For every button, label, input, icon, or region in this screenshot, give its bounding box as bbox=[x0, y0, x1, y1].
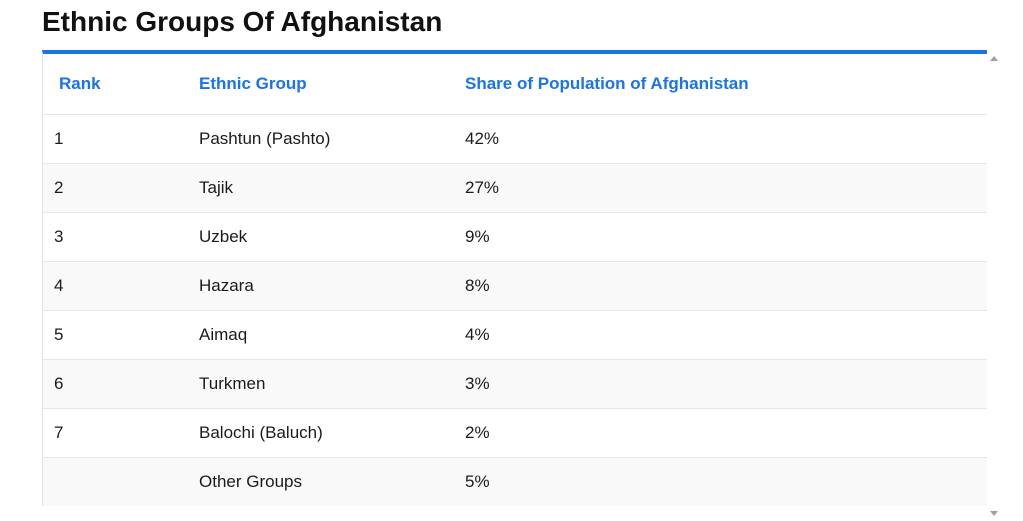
scroll-down-arrow-icon[interactable] bbox=[990, 511, 998, 516]
cell-ethnic-group: Tajik bbox=[199, 163, 465, 213]
ethnic-groups-table-container[interactable]: Rank Ethnic Group Share of Population of… bbox=[42, 50, 987, 506]
cell-rank: 5 bbox=[43, 310, 199, 360]
cell-rank: 3 bbox=[43, 212, 199, 262]
cell-rank bbox=[43, 457, 199, 506]
table-row: 4 Hazara 8% bbox=[43, 261, 987, 311]
table-row: 7 Balochi (Baluch) 2% bbox=[43, 408, 987, 458]
table-row: 2 Tajik 27% bbox=[43, 163, 987, 213]
cell-share: 9% bbox=[465, 212, 987, 262]
scroll-up-arrow-icon[interactable] bbox=[990, 56, 998, 61]
cell-rank: 2 bbox=[43, 163, 199, 213]
cell-share: 4% bbox=[465, 310, 987, 360]
header-rank: Rank bbox=[43, 54, 199, 115]
header-ethnic-group: Ethnic Group bbox=[199, 54, 465, 115]
cell-ethnic-group: Uzbek bbox=[199, 212, 465, 262]
cell-rank: 1 bbox=[43, 114, 199, 164]
ethnic-groups-table: Rank Ethnic Group Share of Population of… bbox=[43, 54, 987, 506]
cell-share: 2% bbox=[465, 408, 987, 458]
cell-share: 3% bbox=[465, 359, 987, 409]
cell-share: 27% bbox=[465, 163, 987, 213]
cell-ethnic-group: Balochi (Baluch) bbox=[199, 408, 465, 458]
header-share: Share of Population of Afghanistan bbox=[465, 54, 987, 115]
cell-rank: 7 bbox=[43, 408, 199, 458]
cell-ethnic-group: Other Groups bbox=[199, 457, 465, 506]
cell-ethnic-group: Hazara bbox=[199, 261, 465, 311]
cell-share: 42% bbox=[465, 114, 987, 164]
table-header-row: Rank Ethnic Group Share of Population of… bbox=[43, 54, 987, 115]
cell-ethnic-group: Pashtun (Pashto) bbox=[199, 114, 465, 164]
cell-share: 8% bbox=[465, 261, 987, 311]
cell-ethnic-group: Turkmen bbox=[199, 359, 465, 409]
cell-share: 5% bbox=[465, 457, 987, 506]
cell-rank: 6 bbox=[43, 359, 199, 409]
table-row: 5 Aimaq 4% bbox=[43, 310, 987, 360]
page-title: Ethnic Groups Of Afghanistan bbox=[42, 6, 443, 37]
table-row: 3 Uzbek 9% bbox=[43, 212, 987, 262]
table-row: 1 Pashtun (Pashto) 42% bbox=[43, 114, 987, 164]
cell-ethnic-group: Aimaq bbox=[199, 310, 465, 360]
table-row: Other Groups 5% bbox=[43, 457, 987, 506]
table-row: 6 Turkmen 3% bbox=[43, 359, 987, 409]
table-scrollbar[interactable] bbox=[987, 54, 1000, 518]
cell-rank: 4 bbox=[43, 261, 199, 311]
